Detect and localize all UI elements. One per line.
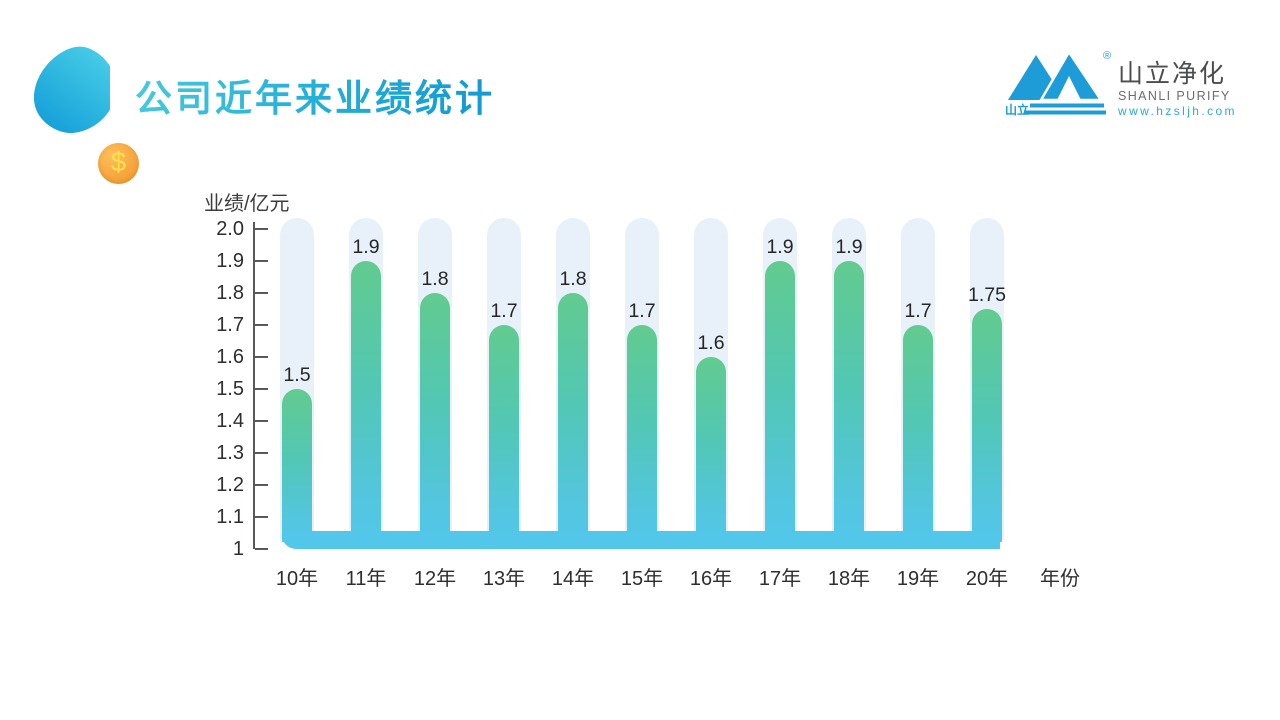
y-tick-mark [255, 323, 268, 326]
x-tick-label: 18年 [827, 568, 871, 590]
bar-12年 [420, 292, 450, 542]
y-tick-label: 1.1 [216, 505, 244, 528]
dollar-symbol: $ [110, 147, 127, 177]
y-tick-mark [255, 547, 268, 550]
bar-14年 [558, 292, 588, 542]
decorative-blob-shape [28, 45, 117, 137]
x-tick-label: 19年 [896, 568, 940, 590]
bar-value-label: 1.8 [421, 267, 449, 290]
registered-trademark-symbol: ® [1103, 50, 1111, 62]
bar-17年 [765, 260, 795, 542]
y-tick-mark [255, 515, 268, 518]
bar-value-label: 1.5 [283, 363, 311, 386]
x-axis-title: 年份 [1040, 568, 1080, 590]
y-tick-label: 1.9 [216, 249, 244, 272]
y-tick-label: 1.5 [216, 377, 244, 400]
logo-company-name-cn: 山立净化 [1118, 60, 1227, 88]
y-tick-mark [255, 227, 268, 230]
x-tick-label: 20年 [965, 568, 1009, 590]
bar-13年 [489, 324, 519, 542]
logo-company-name-en: SHANLI PURIFY [1118, 89, 1231, 103]
y-tick-label: 1.7 [216, 313, 244, 336]
x-tick-label: 12年 [413, 568, 457, 590]
y-tick-label: 1.3 [216, 441, 244, 464]
x-tick-label: 13年 [482, 568, 526, 590]
bar-18年 [834, 260, 864, 542]
bar-value-label: 1.8 [559, 267, 587, 290]
bar-19年 [903, 324, 933, 542]
y-tick-mark [255, 387, 268, 390]
x-tick-label: 11年 [345, 568, 387, 590]
y-tick-mark [255, 291, 268, 294]
y-tick-mark [255, 483, 268, 486]
y-tick-label: 1.8 [216, 281, 244, 304]
mountain-logo-icon: 山立 ® [1005, 49, 1111, 117]
bar-value-label: 1.7 [490, 299, 518, 322]
bar-15年 [627, 324, 657, 542]
company-logo: 山立 ® 山立净化 SHANLI PURIFY www.hzsljh.com [1003, 45, 1253, 125]
y-tick-label: 1.4 [216, 409, 244, 432]
logo-mark-text: 山立 [1005, 102, 1029, 117]
bar-value-label: 1.7 [904, 299, 932, 322]
x-tick-label: 16年 [689, 568, 733, 590]
bar-value-label: 1.9 [766, 235, 794, 258]
y-tick-label: 2.0 [216, 217, 244, 240]
chart-base-bar [282, 531, 1000, 549]
y-tick-label: 1.2 [216, 473, 244, 496]
y-tick-label: 1.6 [216, 345, 244, 368]
y-tick-mark [255, 451, 268, 454]
bar-value-label: 1.75 [968, 283, 1006, 306]
coin-icon: $ [98, 143, 139, 184]
y-tick-mark [255, 259, 268, 262]
bar-value-label: 1.9 [352, 235, 380, 258]
y-axis-title: 业绩/亿元 [204, 193, 290, 215]
logo-website-url: www.hzsljh.com [1118, 103, 1237, 118]
x-tick-label: 14年 [551, 568, 595, 590]
y-tick-mark [255, 355, 268, 358]
blob-icon [33, 46, 117, 134]
bar-value-label: 1.7 [628, 299, 656, 322]
y-tick-mark [255, 419, 268, 422]
y-tick-label: 1 [232, 537, 244, 560]
bar-10年 [282, 388, 312, 542]
bar-value-label: 1.6 [697, 331, 725, 354]
y-axis-line [253, 222, 255, 549]
bar-16年 [696, 356, 726, 542]
logo-text-block: 山立净化 SHANLI PURIFY www.hzsljh.com [1118, 62, 1237, 117]
bar-value-label: 1.9 [835, 235, 863, 258]
x-tick-label: 17年 [758, 568, 802, 590]
page-title: 公司近年来业绩统计 [135, 68, 495, 122]
x-tick-label: 15年 [620, 568, 664, 590]
bar-20年 [972, 308, 1002, 542]
bar-11年 [351, 260, 381, 542]
x-tick-label: 10年 [275, 568, 319, 590]
